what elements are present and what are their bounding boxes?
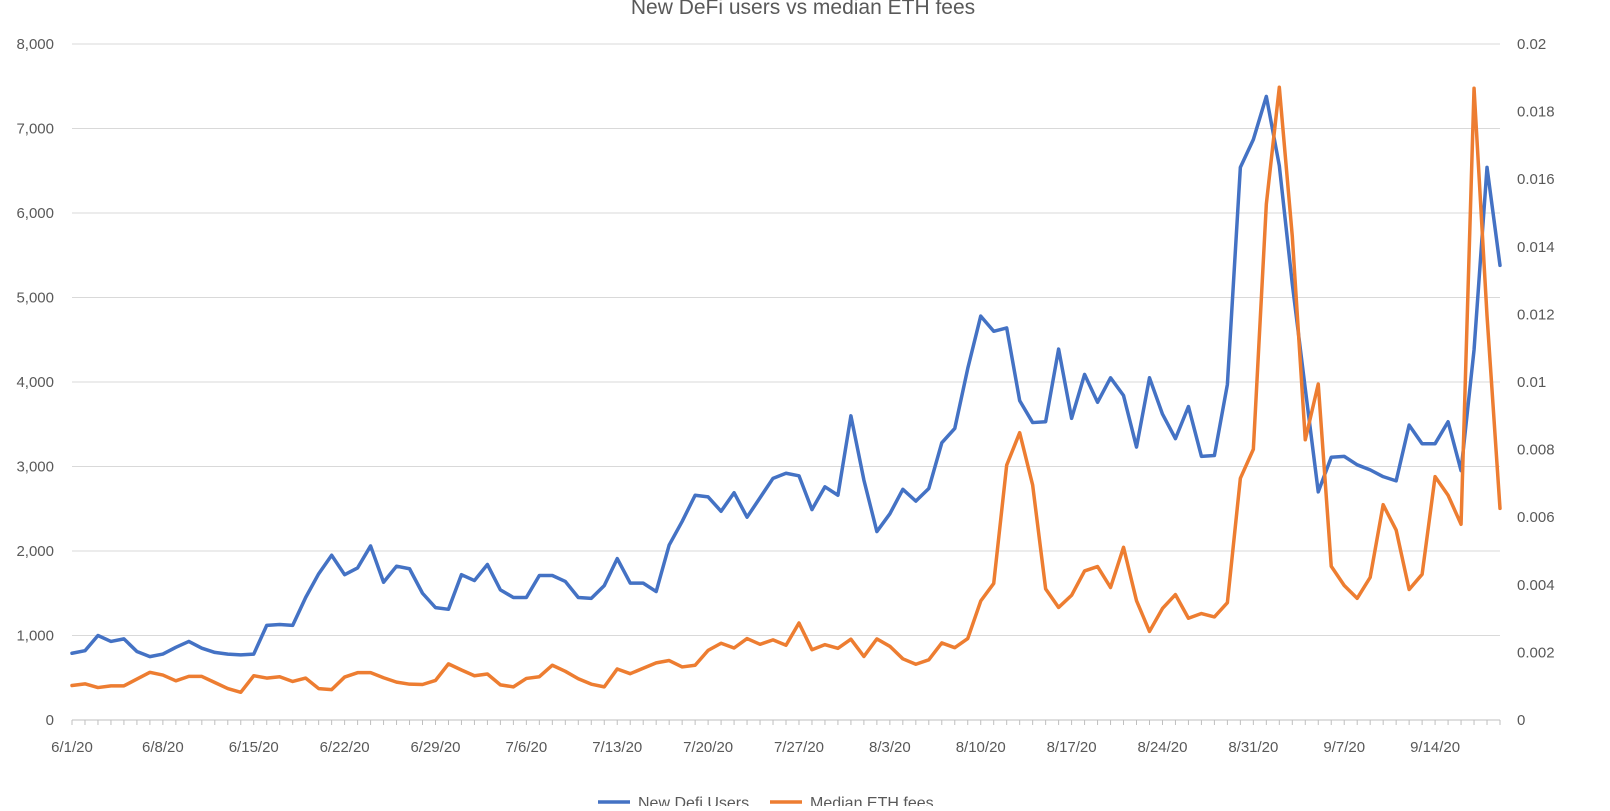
x-tick-label: 8/31/20 xyxy=(1228,739,1278,756)
y-tick-label-right: 0.02 xyxy=(1517,36,1546,53)
x-tick-label: 8/10/20 xyxy=(956,739,1006,756)
y-tick-label-right: 0.004 xyxy=(1517,577,1555,594)
x-tick-label: 7/27/20 xyxy=(774,739,824,756)
legend-label: New Defi Users xyxy=(638,795,749,806)
x-tick-label: 7/20/20 xyxy=(683,739,733,756)
x-tick-label: 6/8/20 xyxy=(142,739,184,756)
y-tick-label-right: 0.01 xyxy=(1517,374,1546,391)
x-tick-label: 8/17/20 xyxy=(1047,739,1097,756)
y-tick-label-left: 5,000 xyxy=(16,290,54,307)
series-line-new-defi-users xyxy=(70,94,1502,659)
y-tick-label-right: 0.008 xyxy=(1517,442,1555,459)
y-tick-label-right: 0.014 xyxy=(1517,239,1555,256)
x-tick-label: 6/22/20 xyxy=(320,739,370,756)
right-axis-ticks: 0 0.002 0.004 0.006 0.008 0.01 0.012 0.014 0.016… xyxy=(1517,36,1555,729)
x-tick-label: 6/29/20 xyxy=(410,739,460,756)
x-axis-ticks: 6/1/20 6/8/20 6/15/20 6/22/20 6/29/20 7/6/20 7… xyxy=(51,720,1501,756)
y-tick-label-right: 0 xyxy=(1517,712,1525,729)
y-tick-label-right: 0.012 xyxy=(1517,306,1555,323)
series-layer xyxy=(70,85,1502,695)
legend-label: Median ETH fees xyxy=(810,795,934,806)
y-tick-label-right: 0.002 xyxy=(1517,644,1555,661)
gridlines xyxy=(72,43,1500,636)
y-tick-label-left: 4,000 xyxy=(16,374,54,391)
x-tick-label: 7/13/20 xyxy=(592,739,642,756)
series-line-median-eth-fees xyxy=(70,85,1502,695)
x-tick-label: 9/7/20 xyxy=(1323,739,1365,756)
x-tick-label: 8/3/20 xyxy=(869,739,911,756)
left-axis-ticks: 0 1,000 2,000 3,000 4,000 5,000 6,000 7,000 8,00… xyxy=(16,36,54,729)
legend-item: New Defi Users xyxy=(598,795,749,811)
x-tick-label: 7/6/20 xyxy=(506,739,548,756)
x-tick-label: 6/1/20 xyxy=(51,739,93,756)
y-tick-label-left: 1,000 xyxy=(16,628,54,645)
y-tick-label-left: 6,000 xyxy=(16,205,54,222)
y-tick-label-left: 2,000 xyxy=(16,543,54,560)
y-tick-label-left: 3,000 xyxy=(16,459,54,476)
y-tick-label-right: 0.016 xyxy=(1517,171,1555,188)
x-tick-label: 6/15/20 xyxy=(229,739,279,756)
y-tick-label-left: 7,000 xyxy=(16,121,54,138)
x-tick-label: 9/14/20 xyxy=(1410,739,1460,756)
y-tick-label-right: 0.018 xyxy=(1517,104,1555,121)
x-tick-label: 8/24/20 xyxy=(1137,739,1187,756)
legend-item: Median ETH fees xyxy=(770,795,934,811)
legend: New Defi Users Median ETH fees xyxy=(598,795,934,811)
chart-title: New DeFi users vs median ETH fees xyxy=(631,0,975,19)
y-tick-label-left: 8,000 xyxy=(16,36,54,53)
y-tick-label-left: 0 xyxy=(46,712,54,729)
y-tick-label-right: 0.006 xyxy=(1517,509,1555,526)
